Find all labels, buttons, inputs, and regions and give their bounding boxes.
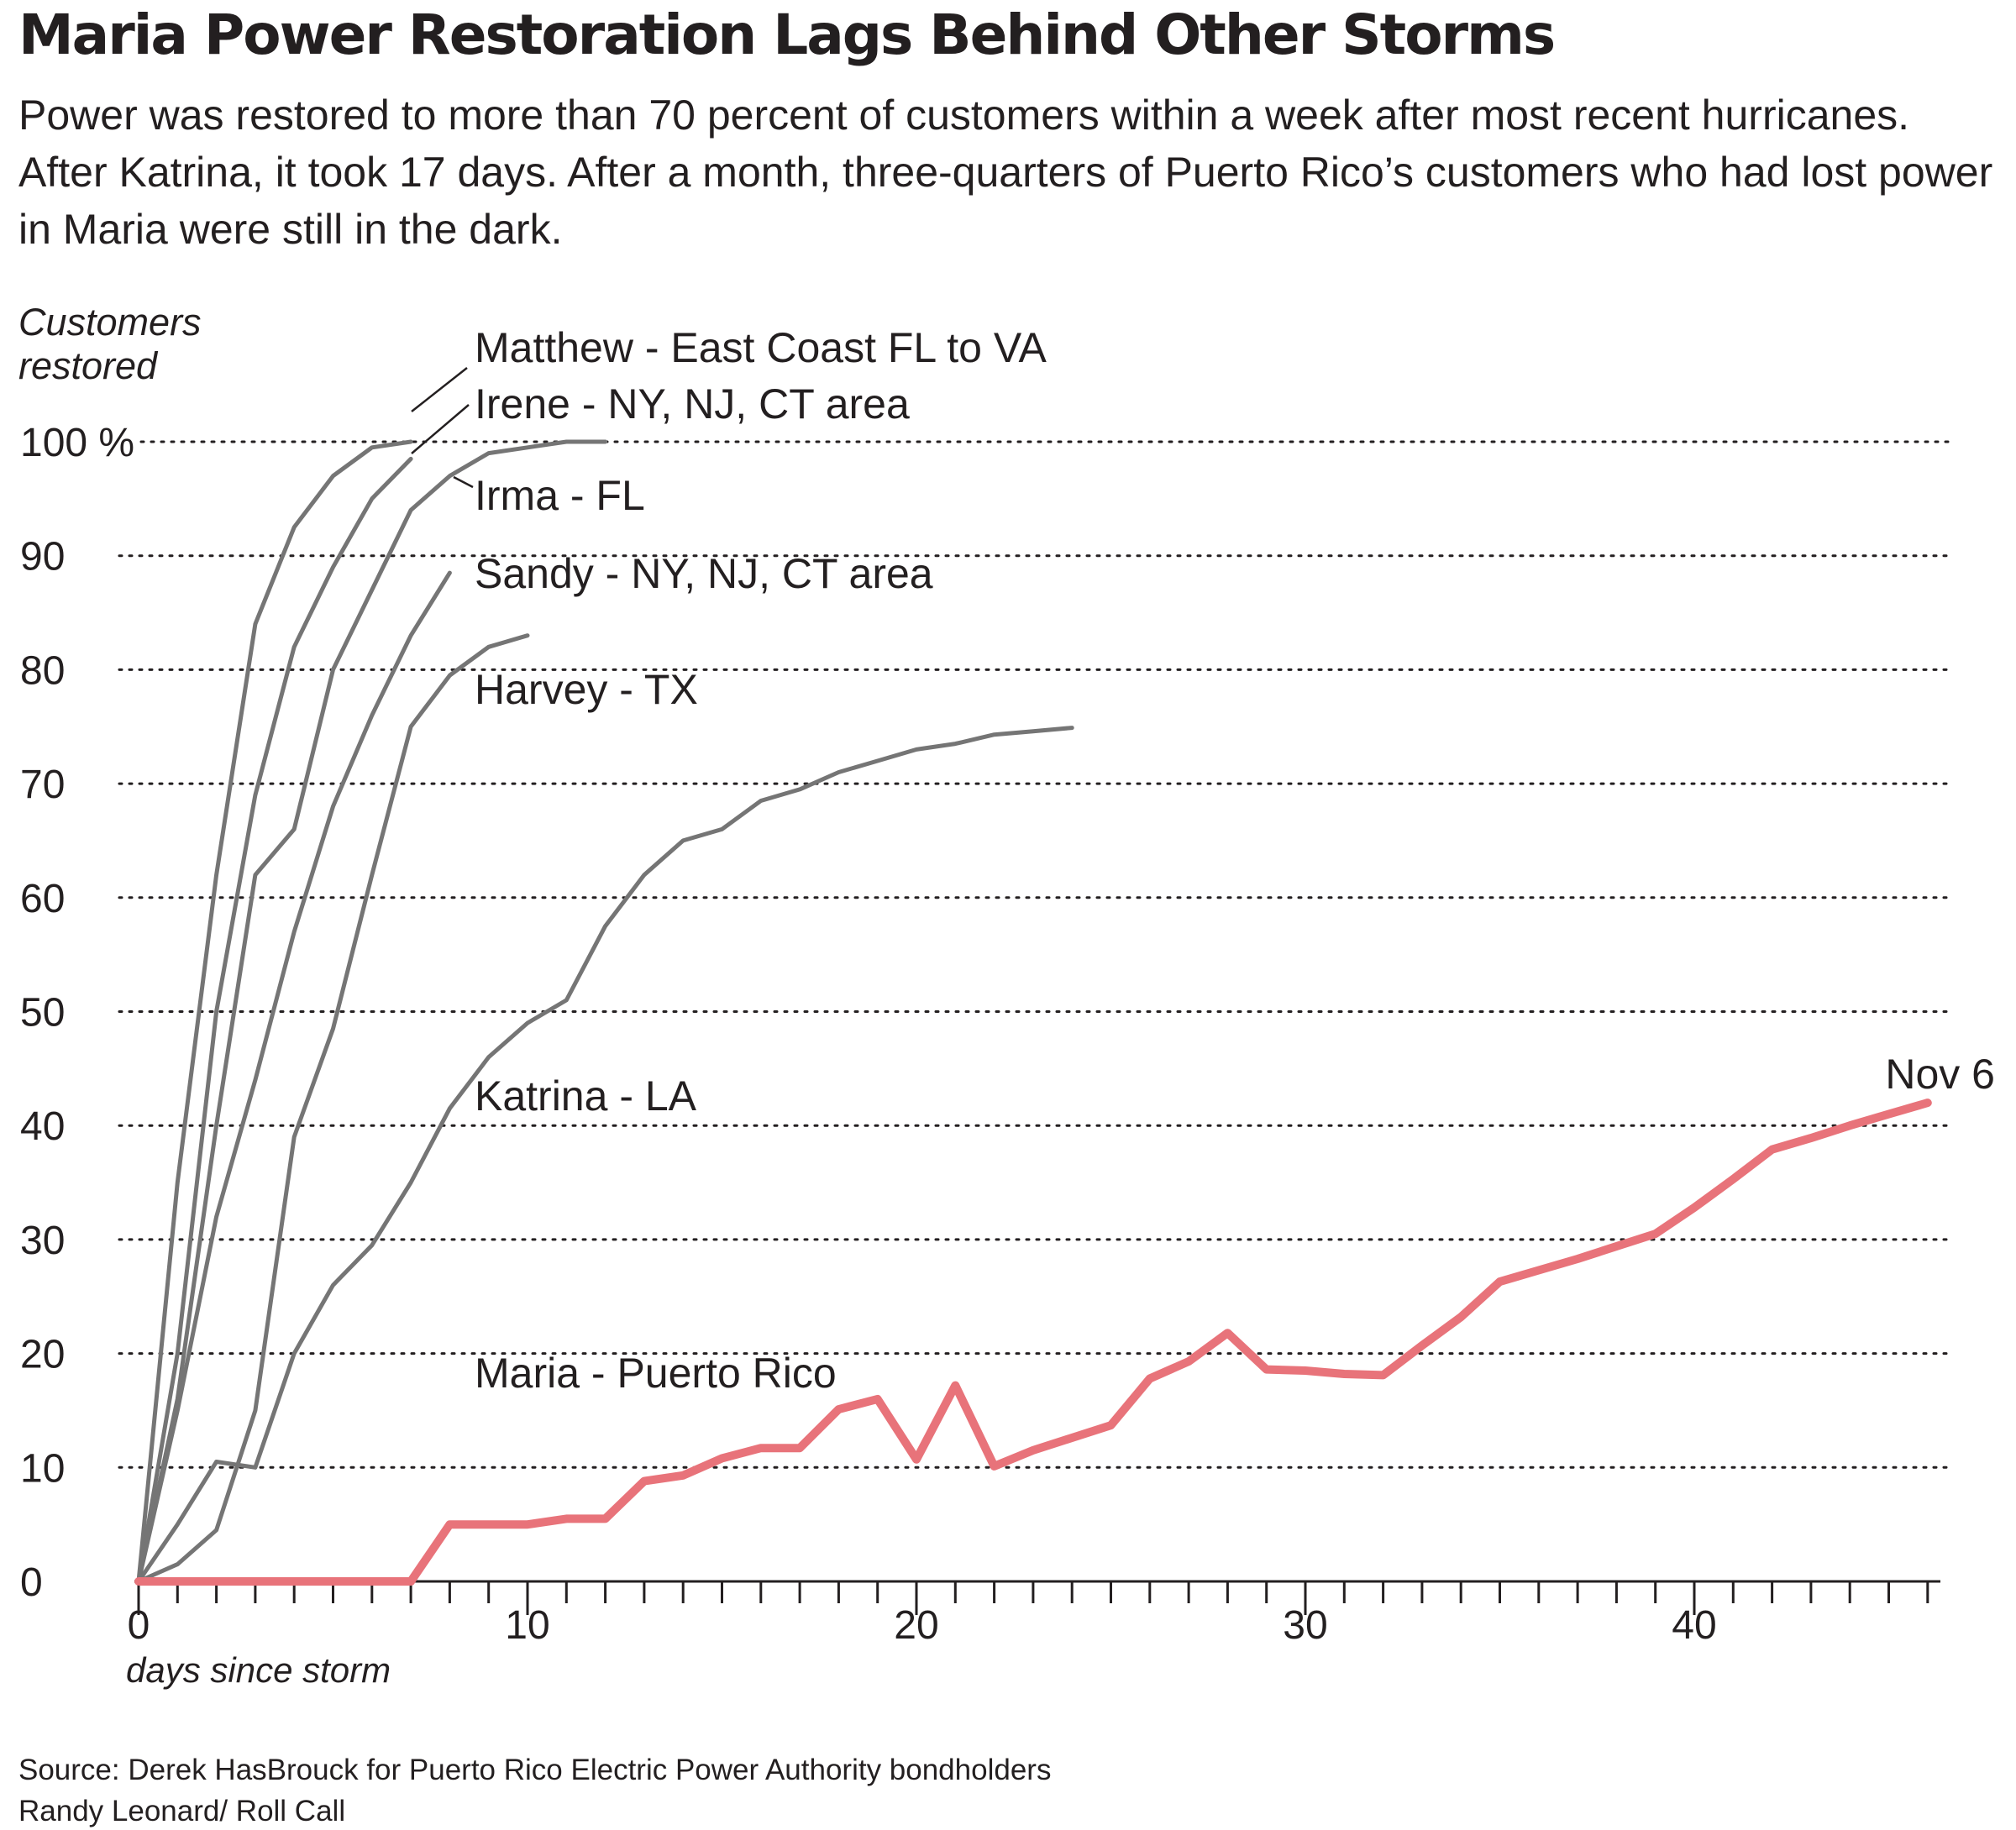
leader-line-matthew [411,367,468,412]
y-tick-label: 90 [20,535,65,579]
series-line-matthew [136,439,413,1584]
series-label-irma: Irma - FL [475,472,645,519]
y-tick-label: 40 [20,1104,65,1149]
chart-title: Maria Power Restoration Lags Behind Othe… [18,3,1556,67]
source-note: Source: Derek HasBrouck for Puerto Rico … [18,1754,1052,1786]
series-label-maria: Maria - Puerto Rico [475,1350,837,1397]
series-line-harvey [136,633,530,1584]
y-tick-label: 20 [20,1333,65,1377]
x-tick-label: 10 [505,1603,549,1648]
y-tick-label: 10 [20,1446,65,1491]
x-axis-label: days since storm [126,1650,391,1690]
y-axis-label: Customers restored [18,301,202,388]
series-line-sandy [136,570,452,1584]
series-label-katrina: Katrina - LA [475,1072,697,1119]
series-label-harvey: Harvey - TX [475,666,698,713]
credit-note: Randy Leonard/ Roll Call [18,1795,346,1827]
y-tick-label: 60 [20,877,65,921]
chart-subtitle: Power was restored to more than 70 perce… [18,92,1993,253]
series-line-katrina [136,726,1074,1584]
y-tick-label: 70 [20,763,65,807]
x-tick-label: 20 [894,1603,938,1648]
series-line-irma [136,439,608,1584]
y-axis-label-line-1: Customers [18,301,202,343]
leader-line-irene [411,404,470,454]
y-axis-label-line-2: restored [18,344,158,387]
series-line-irene [136,456,413,1584]
leader-line-irma [453,475,474,489]
y-tick-label: 80 [20,648,65,693]
series-line-maria [134,1099,1932,1586]
y-tick-label: 30 [20,1219,65,1263]
series-label-matthew: Matthew - East Coast FL to VA [475,324,1047,371]
x-tick-label: 40 [1672,1603,1716,1648]
y-tick-label: 100 % [20,421,134,465]
x-tick-label: 0 [128,1603,150,1648]
end-annotation: Nov 6 [1885,1051,1995,1098]
series-label-irene: Irene - NY, NJ, CT area [475,380,910,427]
series-label-sandy: Sandy - NY, NJ, CT area [475,550,933,597]
y-tick-label: 0 [20,1560,43,1605]
y-tick-label: 50 [20,991,65,1036]
x-tick-label: 30 [1283,1603,1327,1648]
